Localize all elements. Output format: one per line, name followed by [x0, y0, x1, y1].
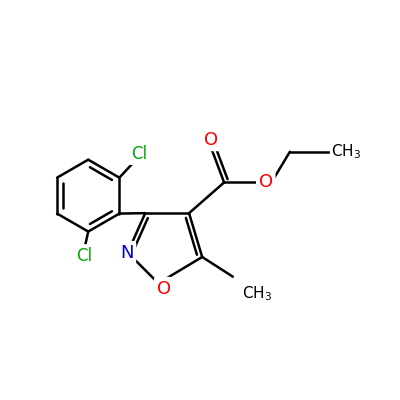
Text: N: N	[120, 244, 134, 262]
Text: O: O	[204, 130, 218, 148]
Text: Cl: Cl	[76, 247, 92, 265]
Text: CH$_3$: CH$_3$	[332, 142, 362, 161]
Text: CH$_3$: CH$_3$	[242, 284, 272, 303]
Text: O: O	[259, 174, 273, 192]
Text: O: O	[156, 280, 171, 298]
Text: Cl: Cl	[131, 144, 147, 162]
